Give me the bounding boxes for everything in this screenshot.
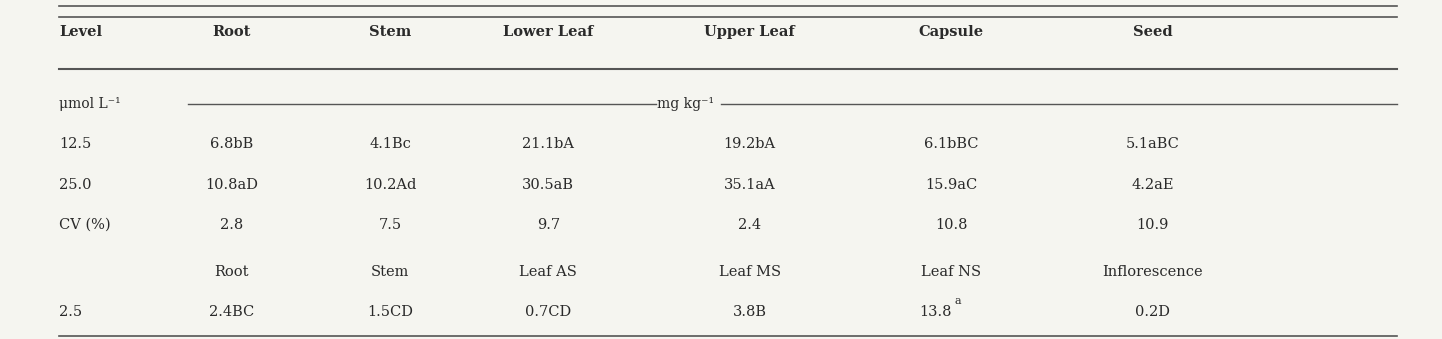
Text: 6.8bB: 6.8bB: [211, 137, 254, 151]
Text: mg kg⁻¹: mg kg⁻¹: [656, 97, 714, 111]
Text: Stem: Stem: [369, 25, 411, 39]
Text: Inflorescence: Inflorescence: [1103, 265, 1203, 279]
Text: Leaf MS: Leaf MS: [718, 265, 782, 279]
Text: 12.5: 12.5: [59, 137, 91, 151]
Text: Upper Leaf: Upper Leaf: [704, 25, 795, 39]
Text: Stem: Stem: [371, 265, 410, 279]
Text: Seed: Seed: [1133, 25, 1172, 39]
Text: 1.5CD: 1.5CD: [366, 305, 412, 319]
Text: 2.4: 2.4: [738, 218, 761, 232]
Text: 10.2Ad: 10.2Ad: [363, 178, 417, 192]
Text: 0.7CD: 0.7CD: [525, 305, 571, 319]
Text: 25.0: 25.0: [59, 178, 91, 192]
Text: Root: Root: [215, 265, 249, 279]
Text: 19.2bA: 19.2bA: [724, 137, 776, 151]
Text: 3.8B: 3.8B: [733, 305, 767, 319]
Text: 4.2aE: 4.2aE: [1132, 178, 1174, 192]
Text: Leaf AS: Leaf AS: [519, 265, 577, 279]
Text: 10.8aD: 10.8aD: [205, 178, 258, 192]
Text: 5.1aBC: 5.1aBC: [1126, 137, 1180, 151]
Text: 30.5aB: 30.5aB: [522, 178, 574, 192]
Text: 13.8: 13.8: [919, 305, 952, 319]
Text: 2.5: 2.5: [59, 305, 82, 319]
Text: μmol L⁻¹: μmol L⁻¹: [59, 97, 121, 111]
Text: a: a: [955, 296, 960, 306]
Text: 7.5: 7.5: [378, 218, 401, 232]
Text: 10.9: 10.9: [1136, 218, 1169, 232]
Text: Capsule: Capsule: [919, 25, 983, 39]
Text: 2.4BC: 2.4BC: [209, 305, 254, 319]
Text: 9.7: 9.7: [536, 218, 559, 232]
Text: 10.8: 10.8: [934, 218, 968, 232]
Text: Leaf NS: Leaf NS: [921, 265, 982, 279]
Text: 0.2D: 0.2D: [1135, 305, 1171, 319]
Text: 2.8: 2.8: [221, 218, 244, 232]
Text: Root: Root: [212, 25, 251, 39]
Text: Lower Leaf: Lower Leaf: [503, 25, 594, 39]
Text: 6.1bBC: 6.1bBC: [924, 137, 979, 151]
Text: Level: Level: [59, 25, 102, 39]
Text: CV (%): CV (%): [59, 218, 111, 232]
Text: 35.1aA: 35.1aA: [724, 178, 776, 192]
Text: 4.1Bc: 4.1Bc: [369, 137, 411, 151]
Text: 21.1bA: 21.1bA: [522, 137, 574, 151]
Text: 15.9aC: 15.9aC: [926, 178, 978, 192]
